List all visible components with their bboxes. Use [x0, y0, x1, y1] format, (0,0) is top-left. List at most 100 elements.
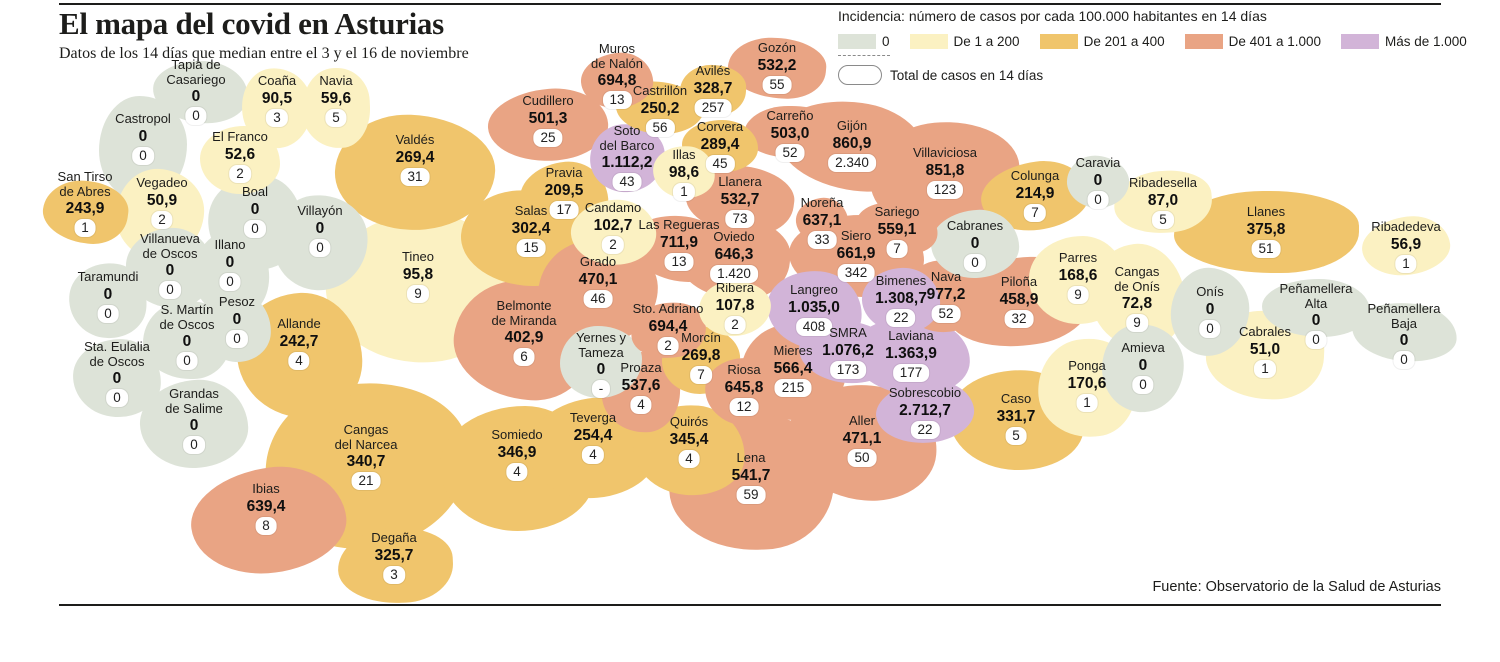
municipality-label: S. Martín de Oscos 0 0	[160, 302, 214, 370]
municipality-label: Peñamellera Alta 0 0	[1280, 281, 1353, 349]
incidence-value: 559,1	[877, 220, 917, 238]
cases-pill: 46	[583, 289, 613, 308]
municipality-name: Noreña	[800, 195, 844, 210]
cases-pill: 73	[725, 209, 755, 228]
municipality-name: Cangas de Onís	[1114, 264, 1160, 294]
incidence-value: 328,7	[693, 79, 733, 97]
cases-pill: 0	[159, 281, 181, 299]
incidence-value: 242,7	[279, 332, 319, 350]
municipality-name: Ponga	[1068, 358, 1106, 373]
municipality-name: El Franco	[212, 129, 268, 144]
municipality-name: Soto del Barco	[599, 123, 655, 153]
legend-item-1-200: De 1 a 200	[909, 34, 1020, 49]
incidence-value: 402,9	[504, 329, 544, 346]
incidence-value: 860,9	[832, 134, 872, 152]
incidence-value: 661,9	[836, 244, 876, 262]
municipality-label: Villanueva de Oscos 0 0	[140, 231, 200, 299]
incidence-value: 470,1	[578, 270, 618, 288]
municipality-name: Amieva	[1121, 340, 1165, 355]
municipality-name: Belmonte de Miranda	[491, 298, 557, 328]
incidence-value: 566,4	[773, 359, 813, 377]
incidence-value: 346,9	[497, 443, 537, 461]
municipality-name: Caso	[1000, 391, 1032, 406]
incidence-value: 1.076,2	[822, 341, 874, 359]
municipality-name: Sobrescobio	[888, 385, 962, 400]
incidence-value: 289,4	[700, 135, 740, 153]
municipality-label: Cangas de Onís 72,8 9	[1114, 264, 1160, 332]
incidence-value: 0	[315, 219, 325, 237]
incidence-value: 98,6	[668, 163, 700, 181]
incidence-value: 59,6	[320, 89, 352, 107]
municipality-label: Villaviciosa 851,8 123	[912, 145, 978, 199]
incidence-value: 694,8	[597, 72, 637, 89]
incidence-value: 0	[182, 333, 192, 350]
municipality-label: Mieres 566,4 215	[773, 343, 813, 397]
cases-pill: 0	[176, 352, 198, 370]
municipality-name: Riosa	[727, 362, 761, 377]
cases-pill: 123	[926, 180, 964, 199]
incidence-value: 711,9	[660, 233, 698, 251]
cases-pill: 7	[1024, 203, 1046, 222]
source-credit: Fuente: Observatorio de la Salud de Astu…	[1152, 579, 1441, 595]
cases-pill: 50	[847, 448, 877, 467]
municipality-label: Teverga 254,4 4	[569, 410, 617, 464]
incidence-value: 639,4	[246, 497, 286, 515]
cases-pill: 21	[351, 472, 381, 490]
cases-pill: 4	[678, 449, 700, 468]
municipality-name: Lena	[736, 450, 766, 465]
incidence-value: 0	[1399, 332, 1409, 349]
cases-pill: 4	[288, 351, 310, 370]
municipality-name: Illano	[214, 237, 246, 252]
incidence-value: 501,3	[528, 109, 568, 127]
municipality-name: Quirós	[669, 414, 709, 429]
cases-pill: 0	[244, 219, 266, 238]
municipality-label: Illano 0 0	[214, 237, 246, 291]
municipality-label: Sariego 559,1 7	[875, 204, 919, 258]
municipality-name: Pesoz	[218, 294, 256, 309]
municipality-label: Cangas del Narcea 340,7 21	[335, 422, 397, 490]
legend-item-zero: 0	[838, 34, 890, 56]
cases-pill: 408	[795, 317, 833, 336]
municipality-name: Teverga	[569, 410, 617, 425]
legend-swatch-zero	[838, 34, 876, 49]
bottom-rule	[59, 604, 1441, 606]
cases-pill: 342	[837, 263, 875, 282]
municipality-name: Ibias	[252, 481, 280, 496]
municipality-label: Riosa 645,8 12	[725, 362, 763, 416]
legend-total: Total de casos en 14 días	[838, 65, 1442, 85]
incidence-value: 0	[1311, 312, 1321, 329]
incidence-value: 1.308,7	[875, 289, 927, 307]
municipality-label: Candamo 102,7 2	[584, 200, 642, 254]
legend-total-label: Total de casos en 14 días	[890, 67, 1044, 83]
incidence-value: 340,7	[346, 453, 386, 470]
municipality-name: Gijón	[836, 118, 868, 133]
municipality-name: Peñamellera Baja	[1367, 301, 1441, 331]
municipality-name: Boal	[241, 184, 269, 199]
municipality-name: Villaviciosa	[912, 145, 978, 160]
municipality-label: Pesoz 0 0	[218, 294, 256, 348]
municipality-label: Castrillón 250,2 56	[633, 83, 687, 137]
cases-pill: 17	[549, 200, 579, 219]
cases-pill: 15	[516, 238, 546, 257]
municipality-name: San Tirso de Abres	[57, 169, 113, 199]
municipality-name: Llanes	[1246, 204, 1286, 219]
municipality-label: Illas 98,6 1	[668, 147, 700, 201]
incidence-value: 302,4	[511, 219, 551, 237]
municipality-label: Cudillero 501,3 25	[522, 93, 574, 147]
incidence-value: 107,8	[715, 296, 755, 314]
legend-swatch-401-1000	[1184, 34, 1223, 49]
cases-pill: 5	[325, 108, 347, 127]
cases-pill: 4	[506, 462, 528, 481]
cases-pill: 43	[612, 173, 642, 191]
municipality-name: Bimenes	[875, 273, 927, 288]
municipality-label: Caso 331,7 5	[997, 391, 1035, 445]
incidence-value: 87,0	[1147, 191, 1179, 209]
municipality-label: Coaña 90,5 3	[258, 73, 296, 127]
municipality-label: Navia 59,6 5	[319, 73, 353, 127]
municipality-name: Tineo	[401, 249, 435, 264]
incidence-value: 637,1	[802, 211, 842, 229]
municipality-name: Candamo	[584, 200, 642, 215]
municipality-name: Onís	[1196, 284, 1224, 299]
cases-pill: 51	[1251, 239, 1281, 258]
